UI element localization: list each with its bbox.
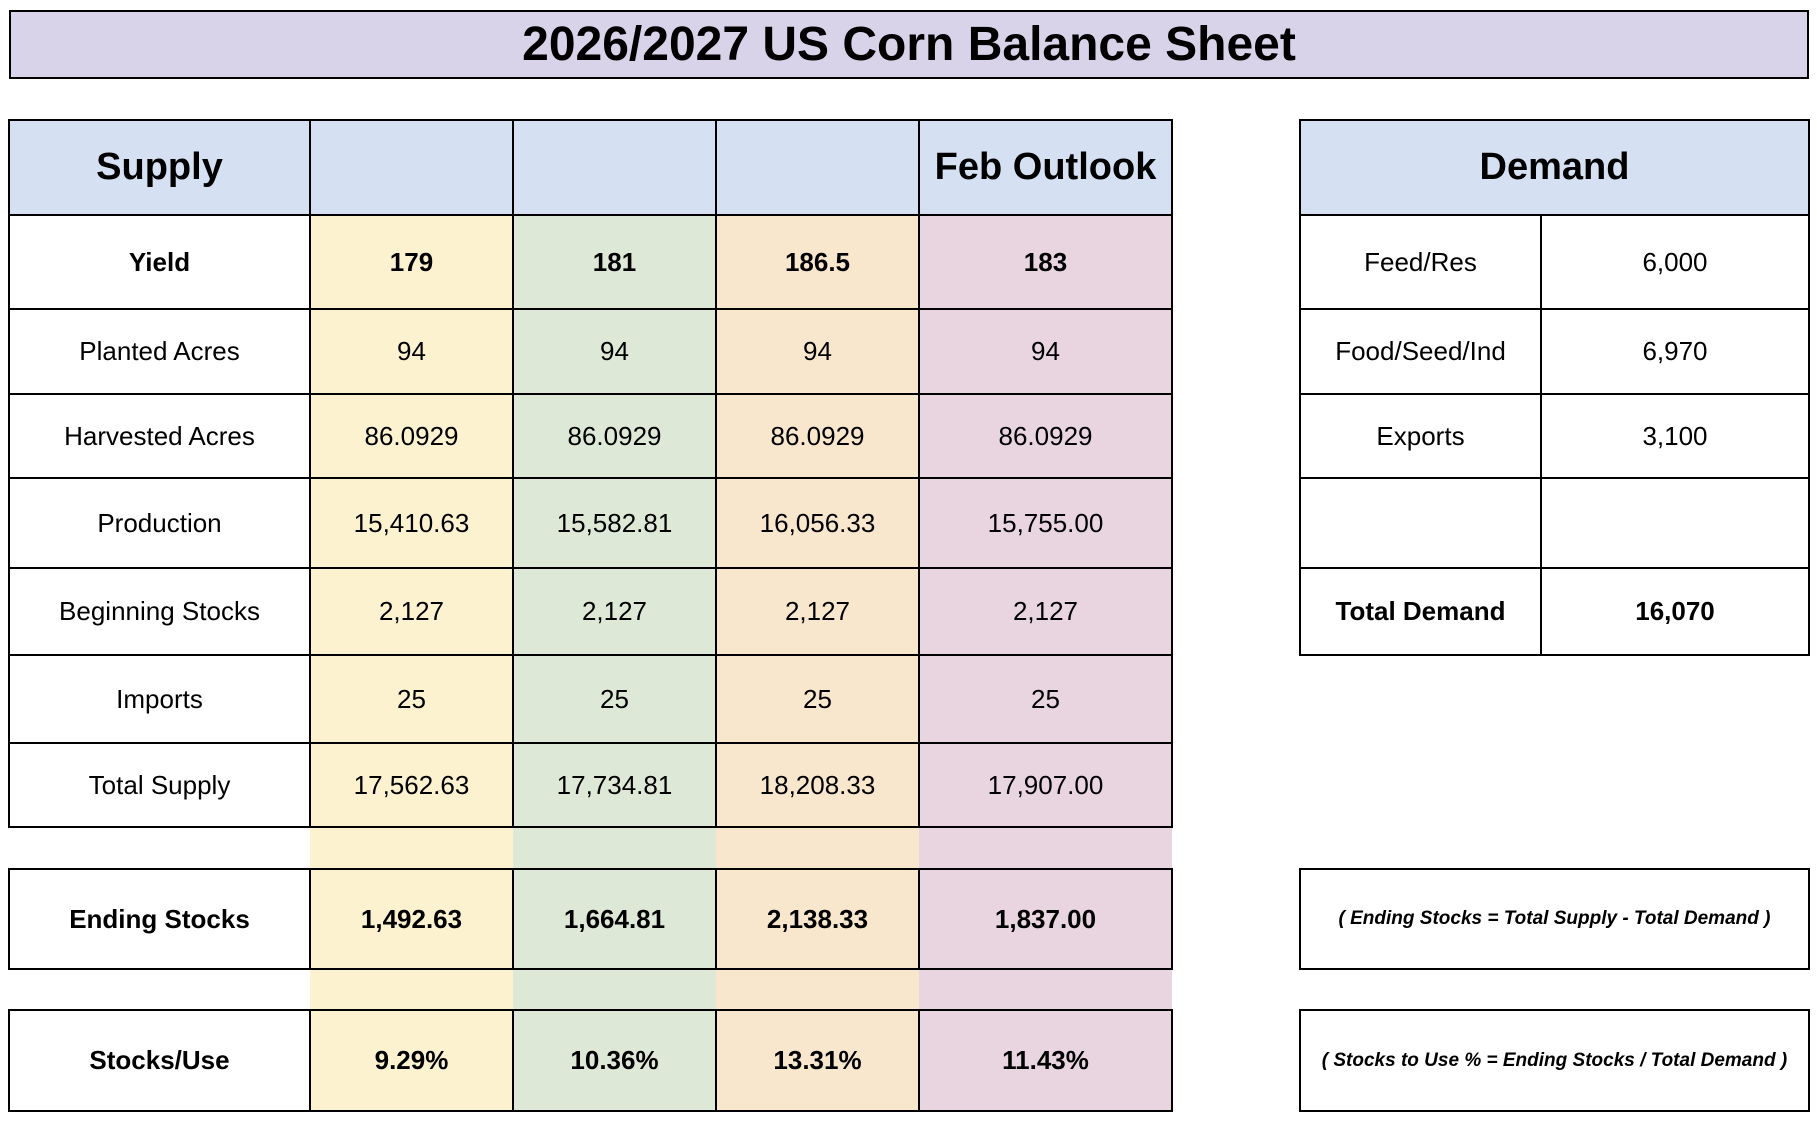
demand-value: 6,970 xyxy=(1541,309,1809,394)
table-cell: 2,127 xyxy=(513,568,716,655)
total-demand-label: Total Demand xyxy=(1300,568,1541,655)
scenario-header-1 xyxy=(310,120,513,215)
demand-label: Food/Seed/Ind xyxy=(1300,309,1541,394)
demand-label: Exports xyxy=(1300,394,1541,478)
table-cell: 25 xyxy=(310,655,513,743)
table-cell: 94 xyxy=(716,309,919,394)
row-label: Beginning Stocks xyxy=(9,568,310,655)
ending-stocks-label: Ending Stocks xyxy=(9,869,310,969)
scenario-header-2 xyxy=(513,120,716,215)
supply-header: Supply xyxy=(9,120,310,215)
ending-stocks-value: 1,664.81 xyxy=(513,869,716,969)
color-strip xyxy=(919,969,1172,1010)
ending-stocks-value: 1,837.00 xyxy=(919,869,1172,969)
color-strip xyxy=(716,827,919,869)
table-cell: 25 xyxy=(513,655,716,743)
ending-stocks-formula: ( Ending Stocks = Total Supply - Total D… xyxy=(1300,869,1809,969)
demand-value xyxy=(1541,478,1809,568)
table-cell: 181 xyxy=(513,215,716,309)
table-cell: 94 xyxy=(513,309,716,394)
ending-stocks-value: 2,138.33 xyxy=(716,869,919,969)
table-cell: 94 xyxy=(310,309,513,394)
demand-header: Demand xyxy=(1300,120,1809,215)
table-cell: 183 xyxy=(919,215,1172,309)
stocks-use-value: 9.29% xyxy=(310,1010,513,1111)
color-strip xyxy=(513,969,716,1010)
color-strip xyxy=(513,827,716,869)
table-cell: 16,056.33 xyxy=(716,478,919,568)
row-label: Production xyxy=(9,478,310,568)
row-label: Imports xyxy=(9,655,310,743)
table-cell: 25 xyxy=(716,655,919,743)
row-label: Yield xyxy=(9,215,310,309)
table-cell: 17,734.81 xyxy=(513,743,716,827)
color-strip xyxy=(310,827,513,869)
table-cell: 86.0929 xyxy=(310,394,513,478)
scenario-header-4: Feb Outlook xyxy=(919,120,1172,215)
demand-value: 3,100 xyxy=(1541,394,1809,478)
stocks-use-value: 11.43% xyxy=(919,1010,1172,1111)
table-cell: 18,208.33 xyxy=(716,743,919,827)
row-label: Planted Acres xyxy=(9,309,310,394)
demand-label xyxy=(1300,478,1541,568)
color-strip xyxy=(310,969,513,1010)
total-demand-value: 16,070 xyxy=(1541,568,1809,655)
color-strip xyxy=(919,827,1172,869)
demand-value: 6,000 xyxy=(1541,215,1809,309)
table-cell: 86.0929 xyxy=(716,394,919,478)
table-cell: 15,582.81 xyxy=(513,478,716,568)
table-cell: 186.5 xyxy=(716,215,919,309)
table-cell: 86.0929 xyxy=(513,394,716,478)
table-cell: 15,755.00 xyxy=(919,478,1172,568)
stocks-use-label: Stocks/Use xyxy=(9,1010,310,1111)
table-cell: 2,127 xyxy=(310,568,513,655)
color-strip xyxy=(716,969,919,1010)
table-cell: 179 xyxy=(310,215,513,309)
page-title: 2026/2027 US Corn Balance Sheet xyxy=(9,10,1809,79)
table-cell: 2,127 xyxy=(919,568,1172,655)
table-cell: 86.0929 xyxy=(919,394,1172,478)
demand-label: Feed/Res xyxy=(1300,215,1541,309)
table-cell: 2,127 xyxy=(716,568,919,655)
table-cell: 15,410.63 xyxy=(310,478,513,568)
table-cell: 94 xyxy=(919,309,1172,394)
stocks-use-value: 13.31% xyxy=(716,1010,919,1111)
table-cell: 17,907.00 xyxy=(919,743,1172,827)
row-label: Total Supply xyxy=(9,743,310,827)
table-cell: 25 xyxy=(919,655,1172,743)
stocks-use-formula: ( Stocks to Use % = Ending Stocks / Tota… xyxy=(1300,1010,1809,1111)
row-label: Harvested Acres xyxy=(9,394,310,478)
ending-stocks-value: 1,492.63 xyxy=(310,869,513,969)
scenario-header-3 xyxy=(716,120,919,215)
table-cell: 17,562.63 xyxy=(310,743,513,827)
stocks-use-value: 10.36% xyxy=(513,1010,716,1111)
